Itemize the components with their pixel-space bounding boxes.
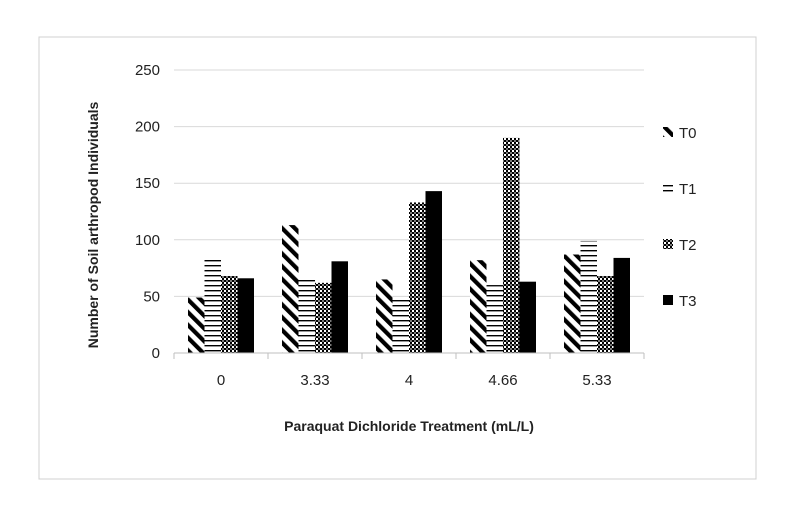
bar-t0-4 (564, 254, 581, 353)
bar-t3-0 (237, 278, 254, 353)
bar-t2-0 (221, 276, 238, 353)
bar-t1-2 (392, 296, 409, 353)
bars (188, 137, 630, 353)
bar-t2-3 (503, 137, 520, 353)
bar-t2-1 (315, 282, 332, 353)
x-axis-title: Paraquat Dichloride Treatment (mL/L) (284, 418, 534, 434)
legend-swatch (663, 239, 673, 249)
x-tick-label: 5.33 (582, 372, 611, 389)
y-tick-label: 250 (135, 62, 160, 79)
x-tick-label: 4 (405, 372, 413, 389)
bar-t0-1 (282, 225, 299, 353)
y-tick-label: 0 (152, 345, 160, 362)
legend-label: T1 (679, 181, 697, 198)
y-tick-label: 200 (135, 119, 160, 136)
legend-swatch (663, 295, 673, 305)
legend-label: T3 (679, 293, 697, 310)
legend-swatch (663, 127, 673, 137)
legend: T0 T1 T2 T3 (663, 125, 697, 310)
bar-t1-0 (204, 259, 221, 353)
bar-t3-1 (331, 261, 348, 353)
legend-swatch (663, 183, 673, 193)
legend-item-t3: T3 (663, 293, 697, 310)
y-axis-title: Number of Soil arthropod Individuals (85, 102, 101, 349)
bar-t1-1 (298, 278, 315, 353)
y-tick-label: 100 (135, 232, 160, 249)
legend-item-t2: T2 (663, 237, 697, 254)
x-tick-label: 3.33 (300, 372, 329, 389)
axes (173, 352, 645, 359)
legend-label: T0 (679, 125, 697, 142)
y-axis-ticks: 0 50 100 150 200 250 (135, 62, 160, 362)
bar-t3-3 (519, 281, 536, 353)
x-axis-ticks: 0 3.33 4 4.66 5.33 (217, 372, 612, 389)
legend-item-t0: T0 (663, 125, 697, 142)
x-tick-label: 4.66 (488, 372, 517, 389)
bar-t2-2 (409, 202, 426, 353)
legend-item-t1: T1 (663, 181, 697, 198)
bar-t1-4 (580, 240, 597, 353)
y-tick-label: 50 (143, 288, 160, 305)
y-tick-label: 150 (135, 175, 160, 192)
bar-t0-0 (188, 297, 205, 353)
bar-t3-2 (425, 191, 442, 353)
x-tick-label: 0 (217, 372, 225, 389)
bar-t0-3 (470, 260, 487, 353)
legend-label: T2 (679, 237, 697, 254)
bar-t3-4 (613, 257, 630, 353)
bar-t1-3 (486, 285, 503, 353)
bar-t2-4 (597, 276, 614, 353)
chart-frame (38, 36, 757, 480)
bar-t0-2 (376, 279, 393, 353)
